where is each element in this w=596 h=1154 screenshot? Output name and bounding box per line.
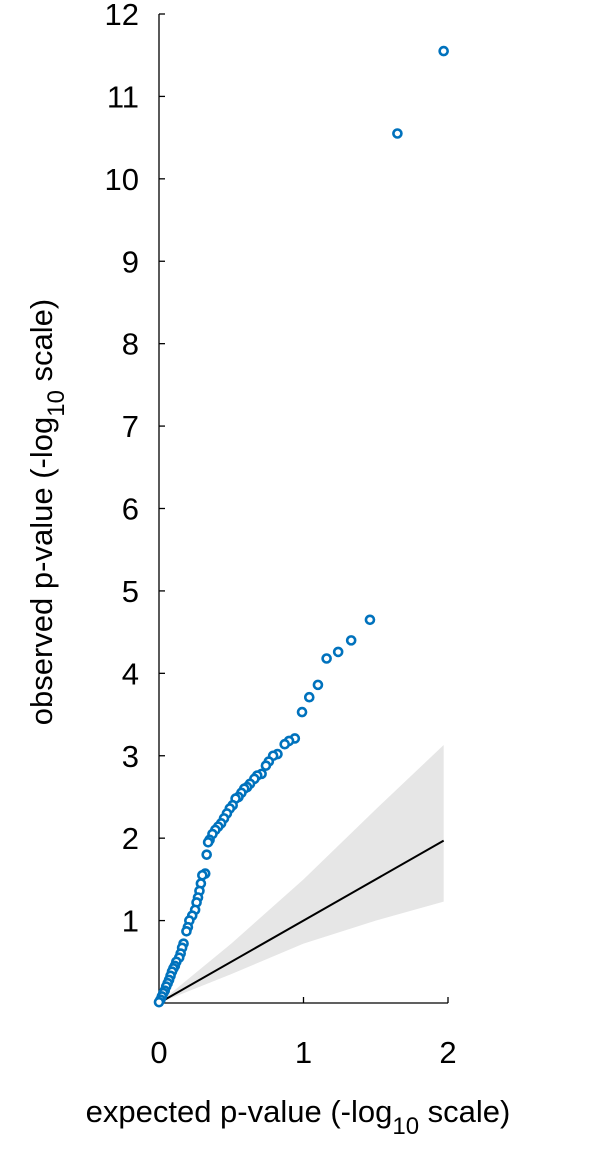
y-tick-label: 3	[122, 739, 139, 774]
y-tick-label: 10	[105, 162, 139, 197]
point	[296, 706, 308, 718]
x-tick-label: 2	[439, 1035, 456, 1070]
point	[312, 679, 324, 691]
y-tick-label: 8	[122, 327, 139, 362]
point	[303, 691, 315, 703]
y-tick-label: 2	[122, 821, 139, 856]
y-tick-label: 11	[107, 79, 139, 114]
point	[197, 869, 208, 881]
x-axis-label: expected p-value (-log10 scale)	[86, 1094, 511, 1140]
point	[260, 760, 272, 771]
y-tick-label: 4	[122, 656, 139, 691]
y-axis-label: observed p-value (-log10 scale)	[24, 299, 70, 725]
x-tick-label: 0	[150, 1035, 167, 1070]
y-tick-label: 9	[122, 244, 139, 279]
y-tick-label: 5	[122, 574, 139, 609]
point	[153, 996, 165, 1008]
point	[392, 128, 403, 139]
y-tick-label: 7	[122, 409, 139, 444]
x-label-sub: 10	[392, 1113, 419, 1140]
y-tick-label: 6	[122, 492, 139, 527]
y-label-sub: 10	[43, 390, 70, 417]
point	[202, 836, 214, 848]
point	[279, 738, 291, 750]
point	[321, 653, 332, 664]
point	[201, 849, 212, 860]
point	[364, 614, 376, 626]
x-label-part: scale)	[419, 1094, 510, 1129]
point	[181, 925, 192, 937]
point	[332, 646, 344, 658]
y-tick-label: 12	[105, 0, 139, 32]
x-tick-label: 1	[295, 1035, 312, 1070]
point	[345, 635, 357, 646]
reference-line	[158, 839, 445, 1004]
y-label-part: scale)	[24, 299, 59, 390]
x-label-part: expected p-value (-log	[86, 1094, 393, 1129]
y-tick-label: 1	[122, 904, 139, 939]
y-label-part: observed p-value (-log	[24, 417, 59, 725]
point	[438, 45, 449, 57]
